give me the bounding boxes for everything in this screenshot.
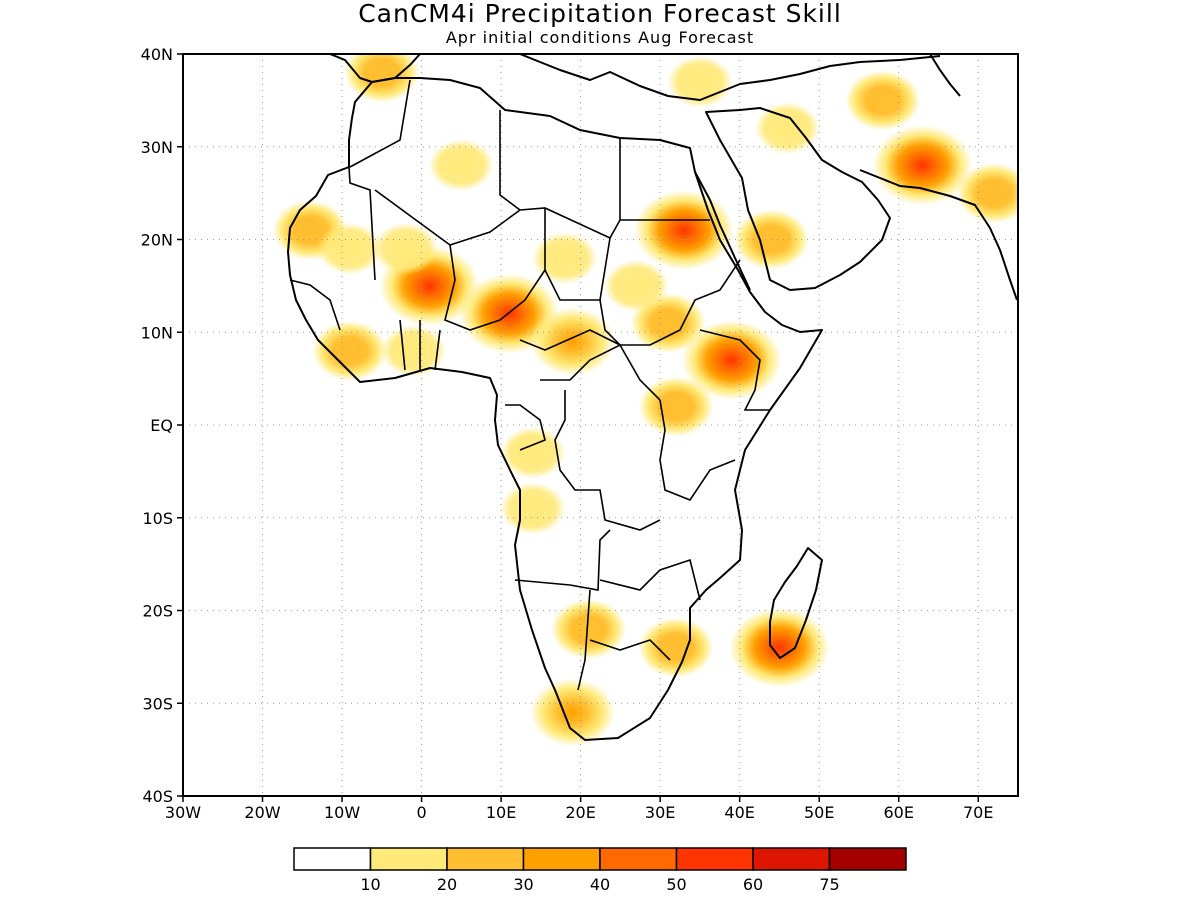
- italy-greece-coastline: [519, 54, 941, 101]
- colorbar: 10 20 30 40 50 60 75: [293, 847, 907, 894]
- skill-patch-7: [634, 190, 734, 271]
- skill-patch-27: [428, 139, 494, 192]
- colorbar-label: 20: [437, 875, 457, 894]
- lon-tick-label: 0: [416, 803, 426, 822]
- skill-patch-6: [532, 232, 598, 285]
- lat-tick-label: 40S: [142, 787, 173, 806]
- colorbar-swatch: [828, 847, 907, 871]
- colorbar-swatch: [369, 847, 448, 871]
- skill-patch-18: [638, 617, 714, 678]
- lon-tick-label: 20E: [565, 803, 595, 822]
- lon-tick-label: 30W: [165, 803, 201, 822]
- skill-patch-12: [312, 320, 388, 381]
- chart-subtitle: Apr initial conditions Aug Forecast: [445, 28, 755, 47]
- lat-tick-label: EQ: [150, 416, 173, 435]
- lat-tick-label: 20S: [142, 602, 173, 621]
- africa-coastline: [287, 77, 823, 741]
- red-sea-coastline: [694, 171, 751, 291]
- colorbar-swatch: [752, 847, 831, 871]
- colorbar-swatch: [599, 847, 678, 871]
- lat-tick-label: 30N: [141, 138, 173, 157]
- skill-patch-3: [373, 222, 439, 275]
- skill-shading: [272, 54, 1018, 747]
- arabia-coastline: [705, 107, 891, 291]
- skill-patch-20: [729, 607, 830, 688]
- colorbar-swatch: [675, 847, 754, 871]
- skill-patch-17: [551, 599, 627, 660]
- lat-tick-label: 30S: [142, 694, 173, 713]
- lon-tick-label: 40E: [724, 803, 754, 822]
- lat-tick-label: 10N: [141, 323, 173, 342]
- skill-patch-1: [317, 222, 383, 275]
- skill-patch-13: [381, 324, 447, 377]
- skill-patch-14: [638, 376, 714, 437]
- skill-patch-16: [500, 482, 566, 535]
- skill-patch-23: [956, 163, 1018, 224]
- coastlines: [287, 54, 1018, 741]
- skill-patch-25: [667, 55, 733, 108]
- lon-tick-label: 30E: [645, 803, 675, 822]
- colorbar-swatch: [522, 847, 601, 871]
- colorbar-label: 30: [513, 875, 533, 894]
- colorbar-label: 75: [819, 875, 839, 894]
- colorbar-swatch: [446, 847, 525, 871]
- skill-patch-24: [344, 54, 420, 103]
- lat-tick-label: 40N: [141, 45, 173, 64]
- colorbar-label: 40: [590, 875, 610, 894]
- colorbar-swatch: [293, 847, 372, 871]
- lon-tick-label: 20W: [244, 803, 280, 822]
- lon-tick-label: 70E: [963, 803, 993, 822]
- colorbar-label: 50: [666, 875, 686, 894]
- lat-tick-label: 20N: [141, 231, 173, 250]
- skill-patch-15: [500, 426, 566, 479]
- lon-tick-label: 10W: [324, 803, 360, 822]
- iberia-coastline: [329, 54, 421, 83]
- caspian-coastline: [929, 54, 961, 97]
- lon-tick-label: 60E: [883, 803, 913, 822]
- skill-patch-26: [754, 102, 820, 155]
- lat-lon-grid: [183, 54, 1018, 796]
- lat-tick-label: 10S: [142, 509, 173, 528]
- madagascar-coastline: [769, 547, 823, 659]
- skill-patch-10: [630, 292, 706, 353]
- lon-tick-label: 50E: [804, 803, 834, 822]
- colorbar-label: 10: [360, 875, 380, 894]
- colorbar-label: 60: [743, 875, 763, 894]
- iran-coastline: [859, 169, 1018, 301]
- country-borders: [289, 79, 770, 691]
- lon-tick-label: 10E: [486, 803, 516, 822]
- skill-patch-19: [530, 678, 616, 747]
- chart-title: CanCM4i Precipitation Forecast Skill: [358, 0, 842, 28]
- skill-patch-21: [845, 70, 921, 131]
